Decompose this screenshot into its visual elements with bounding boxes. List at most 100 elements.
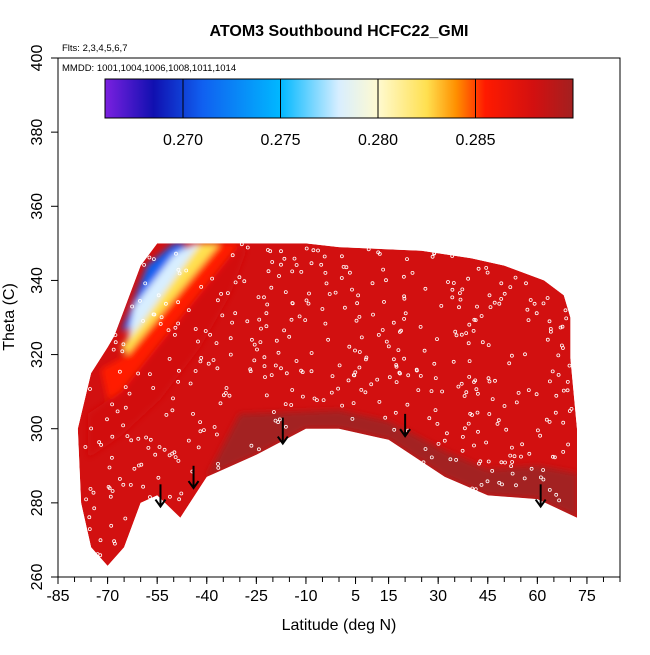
sample-point bbox=[121, 342, 126, 347]
sample-point bbox=[324, 281, 329, 286]
sample-point bbox=[88, 486, 93, 491]
sample-point bbox=[177, 271, 182, 276]
flights-annotation: Flts: 2,3,4,5,6,7 bbox=[62, 43, 127, 54]
sample-point bbox=[353, 348, 357, 353]
sample-point bbox=[115, 409, 120, 414]
sample-point bbox=[451, 281, 456, 285]
sample-point bbox=[357, 365, 362, 370]
sample-point bbox=[398, 371, 402, 376]
y-tick-label: 400 bbox=[29, 45, 46, 72]
sample-point bbox=[118, 476, 122, 481]
sample-point bbox=[502, 404, 507, 408]
sample-point bbox=[255, 347, 259, 352]
sample-point bbox=[110, 489, 115, 493]
sample-point bbox=[450, 295, 455, 300]
sample-point bbox=[88, 387, 92, 391]
sample-point bbox=[503, 460, 507, 465]
x-tick-label: 75 bbox=[578, 588, 596, 605]
region-orange bbox=[101, 243, 240, 400]
sample-point bbox=[249, 337, 254, 342]
sample-point bbox=[488, 305, 493, 310]
sample-point bbox=[423, 286, 428, 291]
sample-point bbox=[485, 270, 490, 275]
sample-point bbox=[159, 315, 164, 320]
sample-point bbox=[141, 318, 145, 323]
sample-point bbox=[369, 382, 374, 387]
sample-point bbox=[351, 401, 356, 406]
sample-point bbox=[143, 281, 148, 286]
sample-point bbox=[309, 351, 314, 355]
sample-point bbox=[214, 432, 219, 437]
sample-point bbox=[339, 276, 344, 280]
colorbar-ticks: 0.270 0.275 0.280 0.285 bbox=[163, 79, 496, 149]
sample-point bbox=[269, 373, 274, 378]
sample-point bbox=[375, 377, 380, 382]
sample-point bbox=[454, 333, 459, 338]
sample-point bbox=[162, 447, 167, 452]
sample-point bbox=[179, 491, 184, 496]
sample-point bbox=[432, 361, 437, 366]
sample-point bbox=[528, 298, 533, 302]
sample-point bbox=[128, 482, 133, 487]
sample-point bbox=[500, 482, 504, 487]
sample-point bbox=[138, 298, 142, 303]
sample-point bbox=[495, 421, 500, 426]
sample-point bbox=[544, 417, 549, 422]
y-tick-label: 260 bbox=[29, 564, 46, 591]
sample-point bbox=[136, 436, 141, 441]
sample-point bbox=[144, 435, 149, 440]
sample-point bbox=[422, 348, 427, 353]
chart-title: ATOM3 Southbound HCFC22_GMI bbox=[210, 23, 469, 40]
sample-point bbox=[110, 434, 115, 439]
sample-point bbox=[541, 477, 546, 482]
sample-point bbox=[216, 461, 220, 466]
sample-point bbox=[490, 397, 495, 402]
sample-point bbox=[342, 305, 347, 310]
sample-point bbox=[141, 484, 146, 489]
sample-point bbox=[548, 379, 552, 384]
sample-point bbox=[554, 492, 559, 497]
sample-point bbox=[380, 328, 385, 332]
sample-point bbox=[309, 261, 314, 266]
sample-point bbox=[193, 369, 198, 373]
sample-point bbox=[97, 440, 101, 445]
sample-point bbox=[541, 468, 545, 472]
sample-point bbox=[393, 410, 398, 415]
sample-point bbox=[480, 340, 485, 345]
sample-point bbox=[493, 378, 497, 383]
sample-point bbox=[127, 391, 132, 396]
sample-point bbox=[87, 515, 92, 520]
sample-point bbox=[457, 291, 462, 296]
sample-point bbox=[460, 434, 465, 439]
sample-point bbox=[107, 465, 112, 470]
sample-point bbox=[509, 353, 514, 358]
sample-point bbox=[487, 412, 492, 416]
sample-point bbox=[151, 257, 156, 262]
sample-point bbox=[440, 389, 445, 394]
flight-arrows bbox=[154, 413, 547, 509]
sample-point bbox=[120, 349, 125, 354]
colorbar-tick-label: 0.280 bbox=[358, 132, 398, 149]
sample-point bbox=[350, 416, 355, 421]
region-red-orange bbox=[87, 243, 247, 459]
sample-point bbox=[113, 541, 117, 546]
sample-point bbox=[416, 388, 421, 393]
sample-point bbox=[263, 375, 267, 380]
sample-point bbox=[541, 301, 546, 306]
x-tick-label: 45 bbox=[479, 588, 497, 605]
sample-point bbox=[486, 343, 491, 348]
sample-point bbox=[184, 268, 189, 273]
sample-point bbox=[387, 375, 392, 380]
sample-point bbox=[276, 350, 281, 355]
sample-point bbox=[545, 296, 550, 300]
sample-point bbox=[433, 376, 438, 381]
sample-point bbox=[405, 257, 409, 262]
sample-point bbox=[430, 254, 435, 259]
sample-point bbox=[352, 373, 357, 378]
colorbar-tick-label: 0.275 bbox=[260, 132, 300, 149]
sample-point bbox=[163, 301, 168, 306]
sample-point bbox=[172, 450, 177, 455]
sample-point bbox=[132, 466, 137, 471]
sample-point bbox=[508, 453, 513, 458]
sample-point bbox=[473, 487, 478, 492]
